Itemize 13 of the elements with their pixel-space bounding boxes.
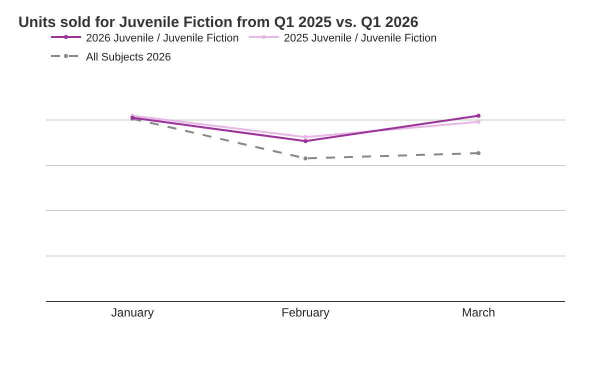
legend-label: All Subjects 2026 bbox=[86, 51, 171, 64]
chart-title: Units sold for Juvenile Fiction from Q1 2025 vs. Q1 2026 bbox=[18, 14, 418, 32]
point bbox=[476, 120, 480, 124]
legend-label: 2025 Juvenile / Juvenile Fiction bbox=[284, 32, 437, 44]
point bbox=[476, 114, 480, 118]
point bbox=[304, 156, 308, 160]
x-tick-label: March bbox=[462, 305, 496, 320]
x-tick-label: January bbox=[111, 305, 154, 320]
point bbox=[304, 135, 308, 140]
x-tick-label: February bbox=[281, 305, 330, 320]
point bbox=[304, 139, 308, 144]
point bbox=[476, 151, 480, 156]
legend-label: 2026 Juvenile / Juvenile Fiction bbox=[86, 32, 239, 44]
